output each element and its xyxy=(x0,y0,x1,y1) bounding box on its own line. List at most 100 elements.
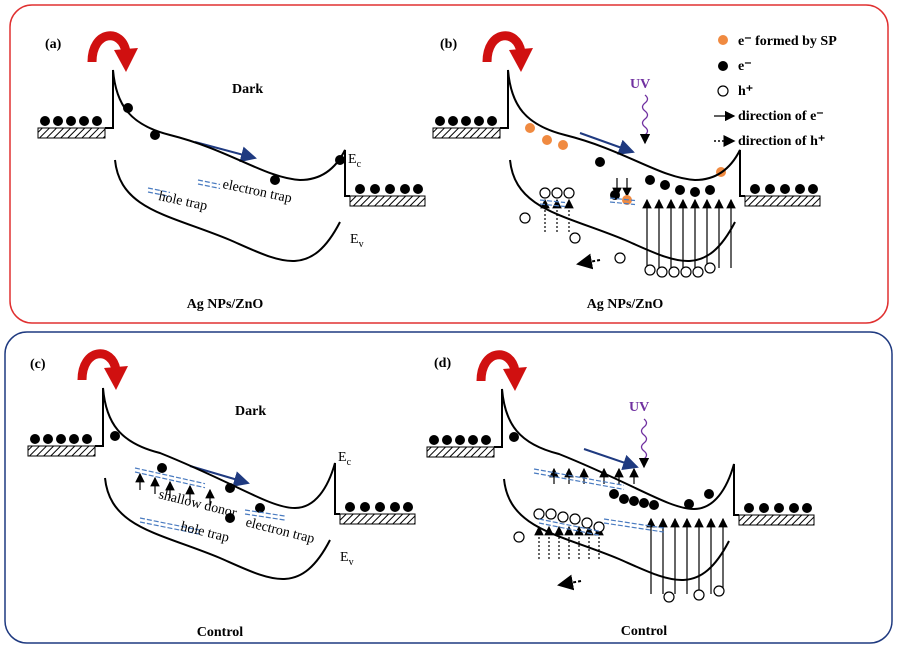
carrier xyxy=(435,116,445,126)
carrier xyxy=(718,86,728,96)
panel-a: (a) Dark electron trap hole trap Ec Ev A… xyxy=(38,36,425,312)
trap-level xyxy=(245,510,285,516)
carrier xyxy=(780,184,790,194)
carrier xyxy=(694,590,704,600)
contact xyxy=(38,128,105,138)
carrier xyxy=(570,514,580,524)
carrier xyxy=(704,489,714,499)
carrier xyxy=(675,185,685,195)
carrier xyxy=(370,184,380,194)
legend-text: h⁺ xyxy=(738,84,753,99)
ec-label: Ec xyxy=(348,152,362,170)
contact xyxy=(28,446,95,456)
carrier xyxy=(375,502,385,512)
carrier xyxy=(110,431,120,441)
trap-level xyxy=(135,468,205,484)
trap-label: electron trap xyxy=(221,177,293,206)
carrier xyxy=(664,592,674,602)
carrier xyxy=(609,489,619,499)
trap-level xyxy=(540,200,565,203)
caption: Control xyxy=(621,624,668,639)
carrier xyxy=(552,188,562,198)
panel-label: (b) xyxy=(440,37,457,52)
carrier xyxy=(802,503,812,513)
carrier xyxy=(718,61,728,71)
carrier xyxy=(413,184,423,194)
valence-band xyxy=(115,160,340,261)
carrier xyxy=(79,116,89,126)
carrier xyxy=(442,435,452,445)
carrier xyxy=(30,434,40,444)
carrier xyxy=(385,184,395,194)
carrier xyxy=(542,135,552,145)
carrier xyxy=(53,116,63,126)
carrier xyxy=(157,463,167,473)
condition: Dark xyxy=(232,82,263,97)
carrier xyxy=(448,116,458,126)
legend-text: direction of e⁻ xyxy=(738,109,824,124)
carrier xyxy=(558,140,568,150)
panel-label: (a) xyxy=(45,37,62,52)
trap-level xyxy=(540,204,565,207)
hole-flow xyxy=(578,260,600,264)
carrier xyxy=(774,503,784,513)
carrier xyxy=(669,267,679,277)
condition: UV xyxy=(629,400,649,415)
trap-label: electron trap xyxy=(244,515,316,547)
ev-label: Ev xyxy=(350,232,364,250)
carrier xyxy=(705,263,715,273)
trap-level xyxy=(198,184,220,188)
carrier xyxy=(660,180,670,190)
contact xyxy=(433,128,500,138)
carrier xyxy=(750,184,760,194)
carrier xyxy=(360,502,370,512)
carrier xyxy=(645,265,655,275)
ec-label: Ec xyxy=(338,450,352,468)
carrier xyxy=(546,509,556,519)
carrier xyxy=(582,518,592,528)
conduction-band xyxy=(95,388,340,514)
carrier xyxy=(400,184,410,194)
carrier xyxy=(759,503,769,513)
carrier xyxy=(690,187,700,197)
legend-text: direction of h⁺ xyxy=(738,134,825,149)
panel-label: (c) xyxy=(30,357,46,372)
carrier xyxy=(795,184,805,194)
legend-text: e⁻ xyxy=(738,59,752,74)
carrier xyxy=(619,494,629,504)
electron-flow xyxy=(195,142,255,158)
carrier xyxy=(92,116,102,126)
condition: Dark xyxy=(235,404,266,419)
carrier xyxy=(639,498,649,508)
carrier xyxy=(43,434,53,444)
trap-label: hole trap xyxy=(179,519,231,545)
uv-wave xyxy=(642,419,647,467)
carrier xyxy=(390,502,400,512)
donor-label: shallow donor xyxy=(157,487,238,521)
carrier xyxy=(615,253,625,263)
carrier xyxy=(789,503,799,513)
carrier xyxy=(681,267,691,277)
carrier xyxy=(487,116,497,126)
contact xyxy=(745,196,820,206)
carrier xyxy=(468,435,478,445)
carrier xyxy=(514,532,524,542)
panel-frame-top xyxy=(10,5,888,323)
contact xyxy=(340,514,415,524)
contact xyxy=(739,515,814,525)
carrier xyxy=(355,184,365,194)
contact xyxy=(350,196,425,206)
legend-text: e⁻ formed by SP xyxy=(738,34,837,49)
carrier xyxy=(693,267,703,277)
carrier xyxy=(629,496,639,506)
condition: UV xyxy=(630,77,650,92)
conduction-band xyxy=(500,70,745,196)
hole-flow xyxy=(559,581,581,585)
carrier xyxy=(595,157,605,167)
panel-label: (d) xyxy=(434,356,451,371)
carrier xyxy=(718,35,728,45)
caption: Ag NPs/ZnO xyxy=(187,297,264,312)
carrier xyxy=(705,185,715,195)
carrier xyxy=(564,188,574,198)
carrier xyxy=(82,434,92,444)
